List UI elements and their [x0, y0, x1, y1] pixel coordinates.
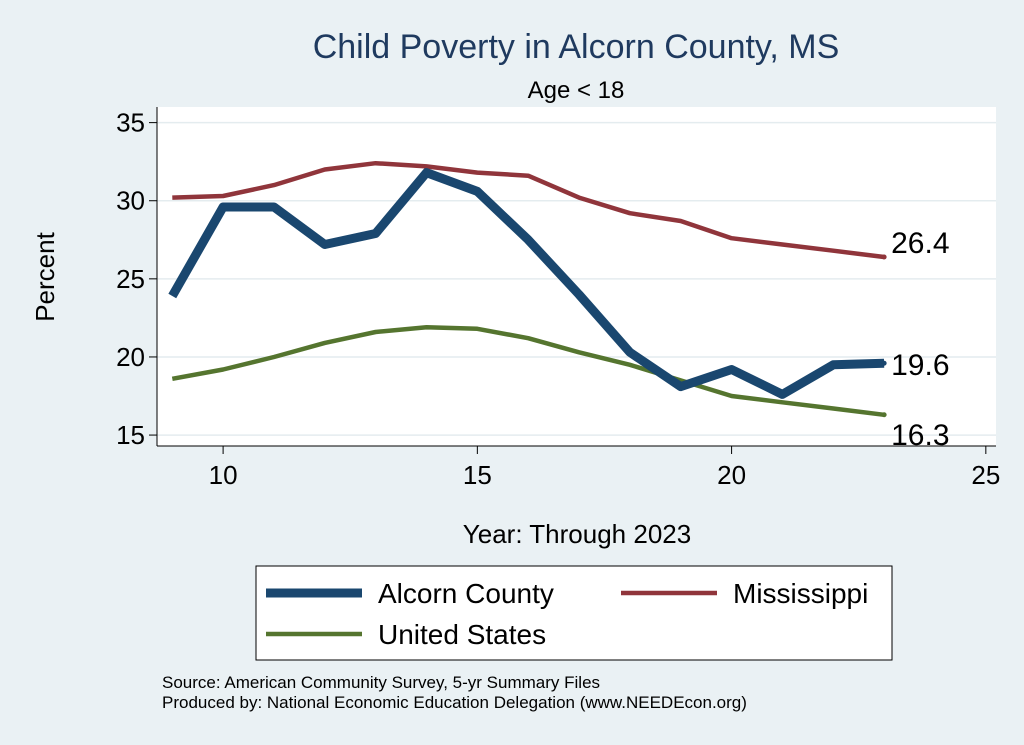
y-tick-label-25: 25 [116, 264, 145, 294]
source-line-2: Produced by: National Economic Education… [162, 693, 747, 712]
chart-subtitle: Age < 18 [528, 77, 625, 104]
series-end-point-mississippi [881, 254, 887, 260]
y-tick-label-15: 15 [116, 420, 145, 450]
axes [149, 107, 996, 454]
plot-area [157, 107, 996, 446]
legend-label-united-states: United States [378, 619, 546, 650]
series-line-alcorn-county [168, 168, 885, 399]
series-end-point-united-states [881, 412, 887, 418]
source-line-1: Source: American Community Survey, 5-yr … [162, 673, 600, 692]
y-tick-label-35: 35 [116, 108, 145, 138]
series-lines [168, 160, 887, 418]
y-axis-label: Percent [30, 231, 60, 321]
x-tick-label-25: 25 [971, 460, 1000, 490]
chart-title: Child Poverty in Alcorn County, MS [313, 28, 840, 66]
end-label-alcorn-county: 19.6 [891, 349, 949, 382]
legend-label-alcorn-county: Alcorn County [378, 578, 554, 609]
gridlines [157, 121, 996, 436]
x-tick-label-10: 10 [209, 460, 238, 490]
legend: Alcorn County Mississippi United States [266, 578, 868, 650]
x-tick-label-15: 15 [463, 460, 492, 490]
series-line-mississippi [172, 160, 885, 260]
series-end-point-alcorn-county [881, 360, 887, 366]
legend-label-mississippi: Mississippi [733, 578, 868, 609]
end-labels: 16.3 26.4 19.6 [891, 227, 949, 452]
x-tick-label-20: 20 [717, 460, 746, 490]
series-line-united-states [171, 325, 885, 418]
x-axis-label: Year: Through 2023 [463, 519, 691, 549]
end-label-united-states: 16.3 [891, 419, 949, 452]
tick-labels: 15 20 25 30 35 10 15 20 25 [116, 108, 1000, 490]
end-label-mississippi: 26.4 [891, 227, 949, 260]
y-tick-label-30: 30 [116, 186, 145, 216]
y-tick-label-20: 20 [116, 342, 145, 372]
legend-box [255, 565, 893, 661]
